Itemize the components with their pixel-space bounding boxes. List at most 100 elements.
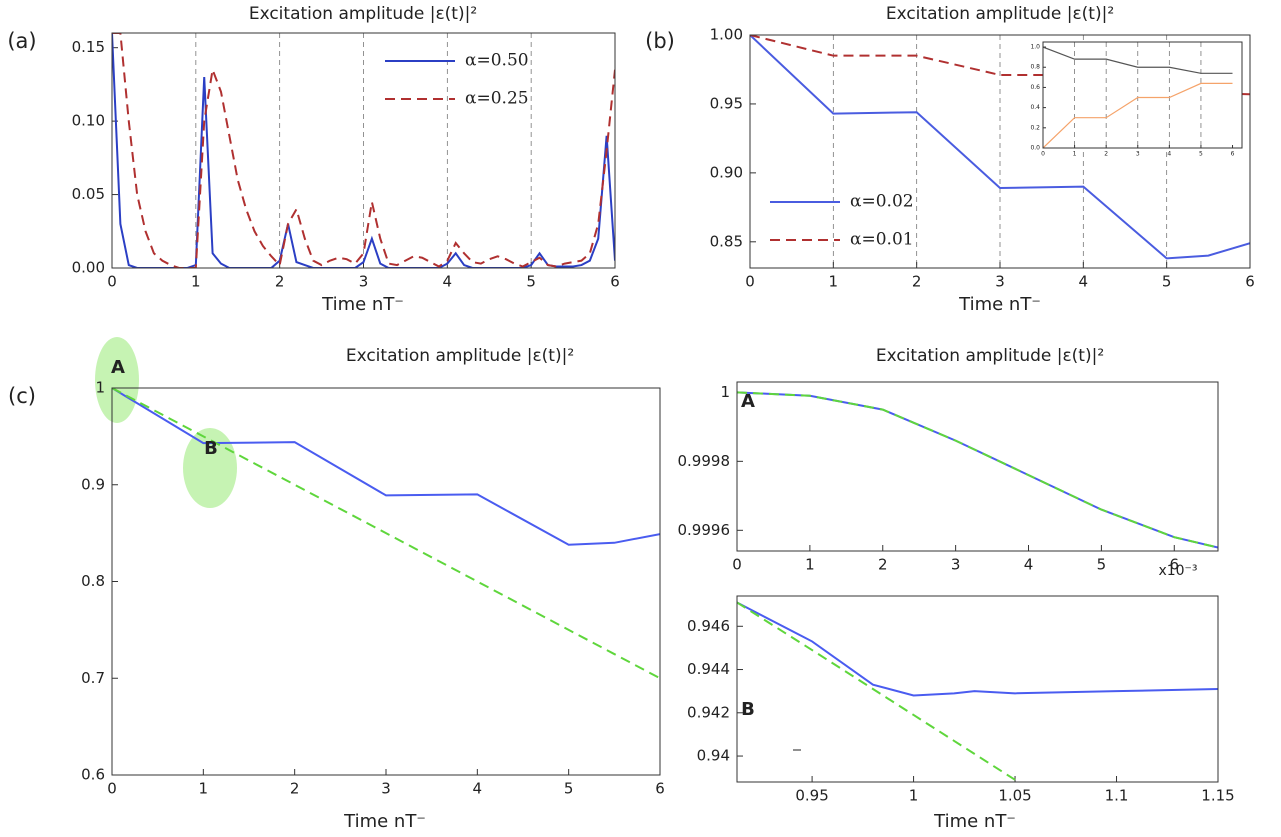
x-tick-label: 4 — [1079, 273, 1089, 291]
x-tick-label: 1 — [805, 556, 815, 574]
chart-title: Excitation amplitude |ε(t)|² — [249, 4, 477, 24]
y-tick-label: 0.944 — [687, 660, 730, 678]
y-tick-label: 1.00 — [710, 26, 743, 44]
plot-frame — [111, 387, 661, 776]
x-tick-label: 3 — [359, 273, 369, 291]
annotation: A — [741, 391, 755, 412]
x-tick-label: 1.15 — [1201, 787, 1234, 805]
x-axis-label: Time nT⁻ — [343, 811, 426, 832]
y-tick-label: 0.9996 — [678, 521, 731, 539]
x-tick-label: 2 — [912, 273, 922, 291]
chart-title: Excitation amplitude |ε(t)|² — [886, 4, 1114, 24]
series-line — [112, 388, 660, 546]
x-tick-label: 2 — [878, 556, 888, 574]
y-tick-label: 0.0 — [1030, 145, 1040, 152]
x-axis-label: Time nT⁻ — [321, 294, 404, 315]
x-tick-label: 1 — [909, 787, 919, 805]
x-tick-label: 0 — [107, 780, 117, 798]
y-tick-label: 0.2 — [1030, 124, 1040, 131]
x-tick-label: 5 — [564, 780, 574, 798]
panel-label: (b) — [645, 29, 675, 53]
y-tick-label: 0.05 — [72, 185, 105, 203]
y-tick-label: 0.942 — [687, 703, 730, 721]
x-tick-label: 6 — [610, 273, 620, 291]
x-tick-label: 1 — [191, 273, 201, 291]
y-tick-label: 1 — [95, 379, 105, 397]
y-tick-label: 1 — [720, 383, 730, 401]
y-tick-label: 0.90 — [710, 163, 743, 181]
x-tick-label: 4 — [443, 273, 453, 291]
x-tick-label: 0 — [107, 273, 117, 291]
plot-frame — [749, 34, 1251, 269]
y-tick-label: 0.6 — [81, 766, 105, 784]
x-axis-label: Time nT⁻ — [933, 811, 1016, 832]
highlight-b — [183, 428, 237, 508]
x-tick-label: 3 — [1136, 151, 1140, 158]
x-tick-label: 0 — [745, 273, 755, 291]
y-tick-label: 0.4 — [1030, 104, 1040, 111]
x-tick-label: 1.05 — [998, 787, 1031, 805]
annotation: A — [111, 357, 125, 378]
series-line — [750, 35, 1250, 260]
x-tick-label: 0.95 — [795, 787, 828, 805]
y-tick-label: 0.85 — [710, 232, 743, 250]
x-tick-label: 3 — [951, 556, 961, 574]
legend-label: α=0.50 — [465, 51, 529, 71]
highlight-a — [95, 337, 139, 423]
y-tick-label: 0.6 — [1030, 84, 1040, 91]
x-tick-label: 5 — [526, 273, 536, 291]
x-tick-label: 4 — [1167, 151, 1171, 158]
x-tick-label: 3 — [381, 780, 391, 798]
y-tick-label: 0.94 — [697, 747, 730, 765]
x-axis-label: Time nT⁻ — [958, 294, 1041, 315]
annotation: B — [741, 699, 755, 720]
y-tick-label: 0.8 — [81, 572, 105, 590]
y-tick-label: 0.95 — [710, 94, 743, 112]
series-line — [112, 388, 660, 680]
x-tick-label: 2 — [1104, 151, 1108, 158]
chart-title: Excitation amplitude |ε(t)|² — [876, 346, 1104, 366]
x-tick-label: 6 — [1231, 151, 1235, 158]
legend-label: α=0.25 — [465, 89, 529, 109]
x-tick-label: 6 — [1169, 556, 1179, 574]
x-tick-label: 5 — [1162, 273, 1172, 291]
series-line — [737, 601, 1016, 781]
plot-frame — [111, 32, 616, 269]
y-tick-label: 1.0 — [1030, 44, 1040, 51]
y-tick-label: 0.9998 — [678, 452, 731, 470]
legend-label: α=0.01 — [850, 230, 914, 250]
x-tick-label: 4 — [473, 780, 483, 798]
x-tick-label: 5 — [1199, 151, 1203, 158]
series-line — [737, 391, 1218, 549]
legend-label: α=0.02 — [850, 192, 914, 212]
x-tick-label: 1 — [829, 273, 839, 291]
annotation: B — [204, 438, 218, 459]
x-tick-label: 0 — [732, 556, 742, 574]
x-tick-label: 1 — [1073, 151, 1077, 158]
plot-frame — [1042, 41, 1243, 149]
y-tick-label: 0.10 — [72, 112, 105, 130]
plot-frame — [736, 381, 1219, 552]
panel-label: (c) — [8, 384, 36, 408]
y-tick-label: 0.8 — [1030, 64, 1040, 71]
y-tick-label: 0.946 — [687, 617, 730, 635]
x-tick-label: 0 — [1041, 151, 1045, 158]
x-tick-label: 4 — [1024, 556, 1034, 574]
series-line — [1043, 46, 1233, 74]
panel-label: (a) — [7, 29, 36, 53]
x-tick-label: 2 — [290, 780, 300, 798]
series-line — [737, 601, 1218, 697]
x-tick-label: 1 — [199, 780, 209, 798]
x-tick-label: 6 — [1245, 273, 1255, 291]
x-tick-label: 6 — [655, 780, 665, 798]
y-tick-label: 0.15 — [72, 38, 105, 56]
y-tick-label: 0.7 — [81, 669, 105, 687]
x-tick-label: 5 — [1097, 556, 1107, 574]
chart-title: Excitation amplitude |ε(t)|² — [346, 346, 574, 366]
x-tick-label: 2 — [275, 273, 285, 291]
x-tick-label: 3 — [995, 273, 1005, 291]
series-line — [1043, 82, 1233, 148]
series-line — [737, 391, 1218, 549]
plot-frame — [736, 595, 1219, 783]
